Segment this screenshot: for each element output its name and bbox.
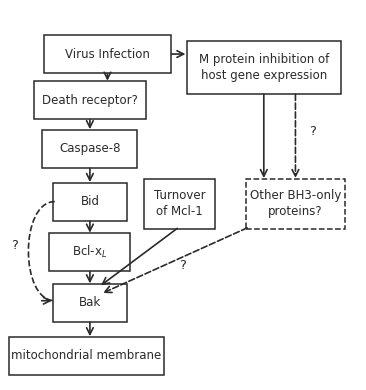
Text: ?: ? [310,125,317,138]
FancyBboxPatch shape [42,130,137,168]
Text: ?: ? [11,239,18,252]
Text: Caspase-8: Caspase-8 [59,142,121,155]
FancyBboxPatch shape [9,337,164,375]
FancyBboxPatch shape [34,82,146,119]
Text: Bcl-x$_L$: Bcl-x$_L$ [72,244,108,260]
Text: ?: ? [180,259,186,272]
Text: M protein inhibition of
host gene expression: M protein inhibition of host gene expres… [199,53,329,82]
FancyBboxPatch shape [53,183,127,221]
Text: Turnover
of Mcl-1: Turnover of Mcl-1 [154,189,205,218]
FancyBboxPatch shape [44,35,171,73]
Text: Virus Infection: Virus Infection [65,48,150,60]
FancyBboxPatch shape [144,179,214,229]
Text: Bak: Bak [79,296,101,309]
FancyBboxPatch shape [49,233,130,271]
Text: Other BH3-only
proteins?: Other BH3-only proteins? [250,189,341,218]
FancyBboxPatch shape [246,179,345,229]
FancyBboxPatch shape [53,284,127,322]
Text: Bid: Bid [81,195,100,208]
Text: mitochondrial membrane: mitochondrial membrane [11,349,161,362]
Text: Death receptor?: Death receptor? [42,94,138,107]
FancyBboxPatch shape [187,41,341,94]
